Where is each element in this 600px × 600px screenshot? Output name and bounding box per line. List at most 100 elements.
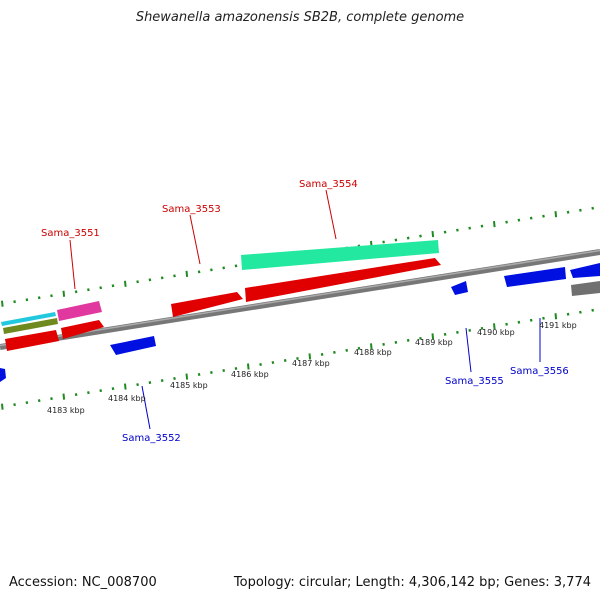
genome-title: Shewanella amazonensis SB2B, complete ge…	[135, 10, 465, 25]
minor-tick	[456, 330, 459, 334]
minor-tick	[210, 268, 213, 272]
gene-label[interactable]: Sama_3556	[510, 366, 569, 377]
minor-tick	[160, 379, 164, 383]
gene-arrow-blue[interactable]	[504, 267, 566, 287]
reverse-genes	[0, 263, 600, 382]
scale-label: 4189 kbp	[415, 338, 453, 347]
major-tick	[554, 313, 558, 320]
gene-arrow-green[interactable]	[241, 240, 439, 270]
minor-tick	[173, 377, 176, 381]
minor-tick	[394, 238, 398, 242]
minor-tick	[566, 210, 570, 214]
scale-label: 4191 kbp	[539, 321, 577, 330]
minor-tick	[37, 296, 41, 300]
minor-tick	[382, 342, 385, 346]
minor-tick	[87, 391, 90, 395]
minor-tick	[259, 362, 262, 366]
gene-arrow-olive[interactable]	[3, 318, 58, 334]
minor-tick	[566, 312, 570, 316]
gene-arrow-blue[interactable]	[0, 368, 6, 382]
minor-tick	[160, 276, 164, 280]
minor-tick	[529, 318, 533, 322]
major-tick	[493, 323, 496, 330]
major-tick	[308, 353, 312, 360]
gene-arrow-red[interactable]	[5, 330, 59, 351]
gene-label[interactable]: Sama_3555	[445, 376, 504, 387]
minor-tick	[419, 336, 422, 340]
gene-arrow-red[interactable]	[61, 320, 104, 339]
minor-tick	[579, 310, 582, 314]
major-tick	[62, 393, 66, 400]
inner-tick-track	[1, 308, 595, 410]
major-tick	[185, 373, 189, 380]
leader-sama-3552	[141, 385, 151, 430]
major-tick	[554, 211, 558, 218]
minor-tick	[210, 371, 213, 375]
minor-tick	[148, 381, 152, 385]
minor-tick	[406, 236, 410, 240]
gene-arrow-blue[interactable]	[110, 336, 156, 355]
gene-arrow-magenta[interactable]	[57, 301, 102, 321]
major-tick	[431, 333, 435, 340]
minor-tick	[517, 218, 521, 222]
scale-label: 4183 kbp	[47, 406, 85, 415]
minor-tick	[591, 308, 595, 312]
minor-tick	[333, 350, 336, 354]
gene-arrow-blue[interactable]	[570, 263, 600, 278]
minor-tick	[37, 399, 41, 403]
gene-label[interactable]: Sama_3553	[162, 204, 221, 215]
genome-backbone-highlight	[0, 249, 600, 347]
minor-tick	[357, 346, 361, 350]
minor-tick	[542, 214, 545, 218]
minor-tick	[13, 300, 16, 304]
topology-text: Topology: circular; Length: 4,306,142 bp…	[233, 575, 591, 590]
minor-tick	[25, 298, 29, 302]
gene-arrow-red[interactable]	[245, 258, 441, 302]
major-tick	[431, 230, 435, 238]
minor-tick	[456, 228, 459, 232]
minor-tick	[443, 230, 447, 234]
minor-tick	[443, 332, 447, 336]
minor-tick	[99, 389, 103, 393]
gene-arrow-cyan[interactable]	[1, 312, 56, 326]
minor-tick	[197, 373, 201, 377]
minor-tick	[517, 320, 521, 324]
minor-tick	[480, 224, 484, 228]
major-tick	[124, 280, 127, 287]
minor-tick	[50, 294, 53, 298]
minor-tick	[13, 403, 16, 407]
minor-tick	[468, 328, 472, 332]
major-tick	[370, 343, 373, 350]
gene-arrow-red[interactable]	[171, 292, 243, 317]
leader-sama-3554	[325, 189, 337, 240]
scale-label: 4186 kbp	[231, 370, 269, 379]
leader-sama-3555	[465, 327, 472, 373]
minor-tick	[542, 316, 545, 320]
gene-label[interactable]: Sama_3554	[299, 179, 358, 190]
leader-sama-3551	[69, 239, 76, 290]
scale-label: 4190 kbp	[477, 328, 515, 337]
major-tick	[1, 403, 4, 410]
minor-tick	[148, 278, 152, 282]
minor-tick	[222, 369, 226, 373]
label-leaders	[69, 189, 541, 430]
minor-tick	[173, 274, 176, 278]
scale-labels: 4183 kbp 4184 kbp 4185 kbp 4186 kbp 4187…	[47, 321, 577, 415]
minor-tick	[111, 284, 115, 288]
minor-tick	[579, 208, 582, 212]
gene-label[interactable]: Sama_3552	[122, 433, 181, 444]
minor-tick	[222, 266, 226, 270]
minor-tick	[283, 358, 287, 362]
genome-backbone	[0, 249, 600, 350]
forward-genes	[1, 240, 441, 351]
gene-arrow-gray[interactable]	[571, 281, 600, 296]
scale-label: 4187 kbp	[292, 359, 330, 368]
gene-arrow-blue[interactable]	[451, 281, 468, 295]
gene-label[interactable]: Sama_3551	[41, 228, 100, 239]
major-tick	[62, 290, 66, 297]
minor-tick	[271, 360, 275, 364]
scale-label: 4188 kbp	[354, 348, 392, 357]
minor-tick	[382, 240, 385, 244]
gene-labels: Sama_3551 Sama_3553 Sama_3554 Sama_3552 …	[41, 179, 569, 444]
minor-tick	[136, 383, 139, 387]
